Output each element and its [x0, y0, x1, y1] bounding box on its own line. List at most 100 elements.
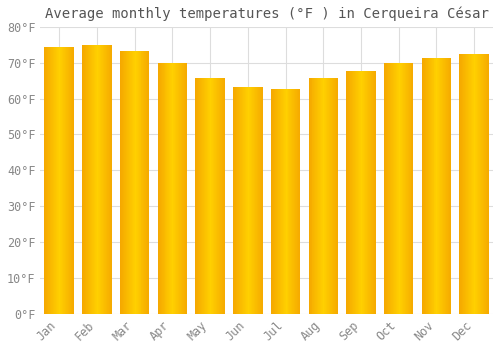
Bar — [138, 51, 140, 314]
Bar — [250, 88, 251, 314]
Bar — [69, 47, 70, 314]
Bar — [239, 88, 240, 314]
Bar — [110, 46, 112, 314]
Bar — [234, 88, 235, 314]
Bar — [330, 78, 331, 314]
Bar — [361, 71, 362, 314]
Bar — [292, 89, 294, 314]
Bar — [140, 51, 141, 314]
Bar — [352, 71, 353, 314]
Bar — [56, 47, 57, 314]
Bar — [395, 63, 396, 314]
Bar — [369, 71, 370, 314]
Bar — [224, 78, 225, 314]
Bar — [388, 63, 389, 314]
Bar — [90, 46, 91, 314]
Bar — [73, 47, 74, 314]
Bar — [214, 78, 215, 314]
Bar — [252, 88, 254, 314]
Bar — [412, 63, 414, 314]
Bar — [67, 47, 68, 314]
Bar — [241, 88, 242, 314]
Bar — [70, 47, 71, 314]
Bar — [356, 71, 357, 314]
Bar — [128, 51, 130, 314]
Bar — [320, 78, 322, 314]
Bar — [486, 54, 487, 314]
Bar — [325, 78, 326, 314]
Bar — [368, 71, 369, 314]
Bar — [318, 78, 320, 314]
Bar — [108, 46, 110, 314]
Bar — [402, 63, 404, 314]
Bar — [50, 47, 51, 314]
Bar — [440, 58, 442, 314]
Bar — [95, 46, 96, 314]
Bar — [482, 54, 483, 314]
Bar — [127, 51, 128, 314]
Bar — [478, 54, 479, 314]
Bar — [348, 71, 349, 314]
Bar — [186, 63, 187, 314]
Bar — [60, 47, 61, 314]
Bar — [102, 46, 103, 314]
Bar — [182, 63, 183, 314]
Bar — [282, 89, 284, 314]
Bar — [198, 78, 200, 314]
Bar — [103, 46, 104, 314]
Bar — [205, 78, 206, 314]
Bar — [258, 88, 260, 314]
Bar — [124, 51, 125, 314]
Bar — [122, 51, 123, 314]
Bar — [374, 71, 376, 314]
Bar — [185, 63, 186, 314]
Bar — [355, 71, 356, 314]
Bar — [221, 78, 222, 314]
Bar — [336, 78, 337, 314]
Bar — [471, 54, 472, 314]
Bar — [408, 63, 410, 314]
Bar — [162, 63, 164, 314]
Bar — [83, 46, 84, 314]
Bar — [324, 78, 325, 314]
Bar — [314, 78, 316, 314]
Bar — [97, 46, 98, 314]
Bar — [57, 47, 58, 314]
Bar — [316, 78, 318, 314]
Bar — [331, 78, 332, 314]
Bar — [444, 58, 446, 314]
Bar — [142, 51, 144, 314]
Bar — [237, 88, 238, 314]
Bar — [448, 58, 449, 314]
Bar — [247, 88, 248, 314]
Bar — [222, 78, 223, 314]
Bar — [63, 47, 64, 314]
Bar — [126, 51, 127, 314]
Bar — [178, 63, 179, 314]
Bar — [66, 47, 67, 314]
Bar — [296, 89, 298, 314]
Bar — [426, 58, 428, 314]
Bar — [123, 51, 124, 314]
Bar — [446, 58, 448, 314]
Bar — [430, 58, 432, 314]
Bar — [424, 58, 426, 314]
Bar — [272, 89, 273, 314]
Bar — [487, 54, 488, 314]
Title: Average monthly temperatures (°F ) in Cerqueira César: Average monthly temperatures (°F ) in Ce… — [44, 7, 488, 21]
Bar — [48, 47, 50, 314]
Bar — [370, 71, 371, 314]
Bar — [298, 89, 300, 314]
Bar — [246, 88, 247, 314]
Bar — [101, 46, 102, 314]
Bar — [404, 63, 406, 314]
Bar — [244, 88, 245, 314]
Bar — [144, 51, 146, 314]
Bar — [208, 78, 209, 314]
Bar — [310, 78, 312, 314]
Bar — [488, 54, 489, 314]
Bar — [438, 58, 440, 314]
Bar — [442, 58, 444, 314]
Bar — [62, 47, 63, 314]
Bar — [134, 51, 136, 314]
